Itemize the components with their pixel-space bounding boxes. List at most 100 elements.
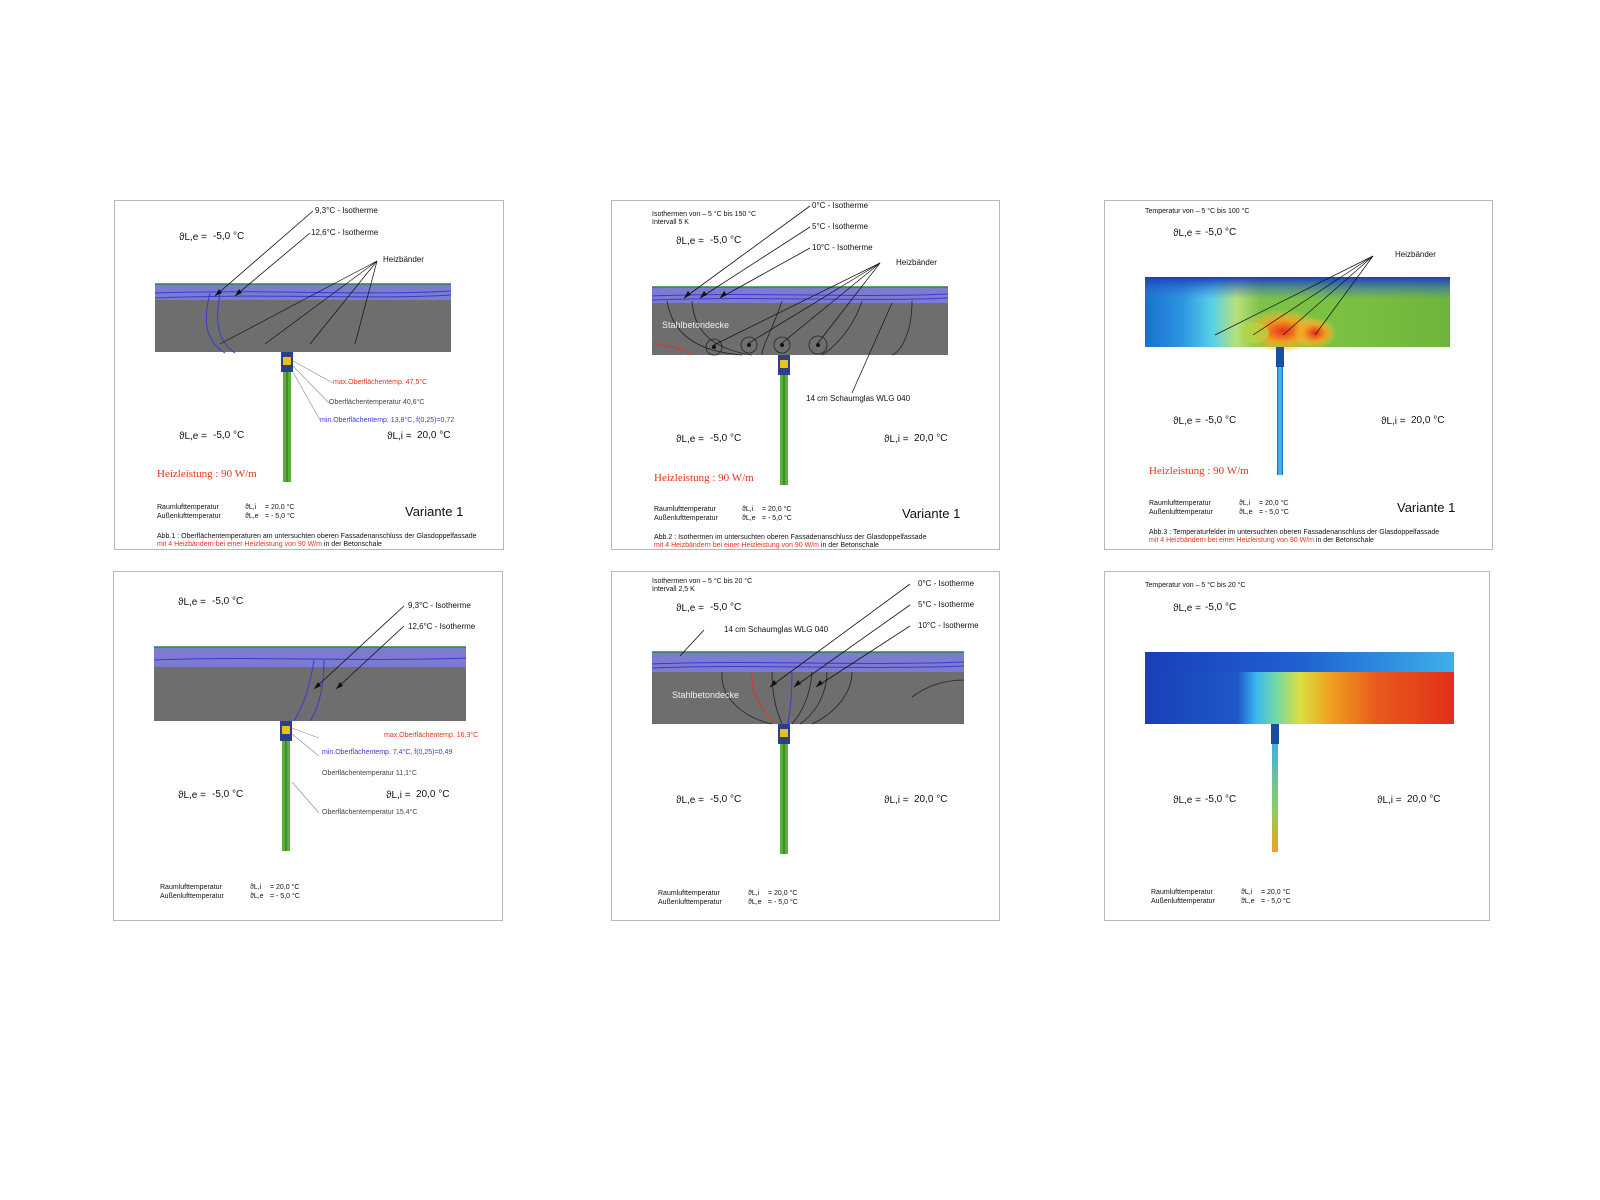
- te-symbol-bottom: ϑL,e =: [1173, 416, 1201, 427]
- caption-black: in der Betonschale: [1313, 537, 1374, 544]
- schaumglas-label: 14 cm Schaumglas WLG 040: [806, 394, 911, 403]
- aussen-val: = - 5,0 °C: [1261, 898, 1291, 905]
- raum-label: Raumlufttemperatur: [160, 884, 222, 891]
- iso-126-label: 12,6°C - Isotherme: [408, 622, 476, 631]
- caption-line2: mit 4 Heizbändern bei einer Heizleistung…: [157, 541, 382, 548]
- surface-temp-label-2: Oberflächentemperatur 15,4°C: [322, 809, 418, 816]
- panel3-drawing: [1145, 255, 1450, 475]
- heizleistung-label: Heizleistung : 90 W/m: [654, 472, 754, 484]
- variante-label: Variante 1: [902, 506, 961, 521]
- stahlbeton-label: Stahlbetondecke: [672, 690, 740, 700]
- raum-sym: ϑL,i: [1241, 889, 1253, 896]
- te-value-bottom: -5,0 °C: [213, 430, 245, 441]
- iso-head2: Intervall 2,5 K: [652, 586, 695, 593]
- te-value-top: -5,0 °C: [212, 596, 244, 607]
- iso-10-label: 10°C - Isotherme: [812, 243, 873, 252]
- insulation-field: [1145, 652, 1454, 672]
- aussen-label: Außenlufttemperatur: [1149, 509, 1213, 516]
- raum-label: Raumlufttemperatur: [658, 890, 720, 897]
- aussen-sym: ϑL,e: [1239, 509, 1253, 516]
- min-temp-label: min.Oberflächentemp. 7,4°C, f(0,25)=0,49: [322, 749, 453, 756]
- te-value-bottom: -5,0 °C: [1205, 415, 1237, 426]
- schaumglas-label: 14 cm Schaumglas WLG 040: [724, 625, 829, 634]
- raum-val: = 20,0 °C: [265, 504, 295, 511]
- ti-value: 20,0 °C: [416, 789, 450, 800]
- heizleistung-label: Heizleistung : 90 W/m: [1149, 465, 1249, 477]
- te-symbol-bottom: ϑL,e =: [179, 431, 207, 442]
- raum-val: = 20,0 °C: [1261, 889, 1291, 896]
- heizbaender-label: Heizbänder: [1395, 250, 1436, 259]
- raum-label: Raumlufttemperatur: [1149, 500, 1211, 507]
- facade-anchor: [1276, 347, 1284, 367]
- caption-red: mit 4 Heizbändern bei einer Heizleistung…: [654, 542, 819, 549]
- ti-value: 20,0 °C: [1411, 415, 1445, 426]
- aussen-label: Außenlufttemperatur: [654, 515, 718, 522]
- aussen-sym: ϑL,e: [245, 513, 259, 520]
- caption-line1: Abb.2 : Isothermen im untersuchten obere…: [654, 534, 927, 541]
- caption-line2: mit 4 Heizbändern bei einer Heizleistung…: [1149, 537, 1374, 544]
- caption-red: mit 4 Heizbändern bei einer Heizleistung…: [1149, 537, 1314, 544]
- te-value-bottom: -5,0 °C: [212, 789, 244, 800]
- concrete-slab: [154, 667, 466, 721]
- panel5-drawing: [651, 583, 965, 854]
- aussen-label: Außenlufttemperatur: [160, 893, 224, 900]
- surface-temp-label: Oberflächentemperatur 40,6°C: [329, 399, 425, 406]
- iso-5-label: 5°C - Isotherme: [918, 600, 975, 609]
- max-temp-label: max.Oberflächentemp. 16,3°C: [384, 732, 479, 739]
- ti-symbol: ϑL,i =: [1381, 416, 1406, 427]
- te-symbol-top: ϑL,e =: [1173, 228, 1201, 239]
- te-value-top: -5,0 °C: [710, 235, 742, 246]
- raum-label: Raumlufttemperatur: [157, 504, 219, 511]
- caption-line2: mit 4 Heizbändern bei einer Heizleistung…: [654, 542, 879, 549]
- iso-126-label: 12,6°C - Isotherme: [311, 228, 379, 237]
- te-symbol-bottom: ϑL,e =: [676, 434, 704, 445]
- stahlbeton-label: Stahlbetondecke: [662, 320, 730, 330]
- panel-surface-temperatures-heated: 9,3°C - Isotherme 12,6°C - Isotherme Hei…: [114, 200, 504, 550]
- panel4-drawing: [153, 605, 467, 851]
- aussen-sym: ϑL,e: [1241, 898, 1255, 905]
- te-symbol-top: ϑL,e =: [1173, 603, 1201, 614]
- glass-facade: [1277, 367, 1283, 475]
- raum-val: = 20,0 °C: [762, 506, 792, 513]
- aussen-val: = - 5,0 °C: [1259, 509, 1289, 516]
- aussen-sym: ϑL,e: [742, 515, 756, 522]
- raum-label: Raumlufttemperatur: [654, 506, 716, 513]
- aussen-val: = - 5,0 °C: [768, 899, 798, 906]
- iso-head1: Isothermen von – 5 °C bis 20 °C: [652, 578, 753, 585]
- te-value-bottom: -5,0 °C: [1205, 794, 1237, 805]
- panel-surface-temperatures-unheated: ϑL,e = -5,0 °C 9,3°C - Isotherme 12,6°C …: [113, 571, 503, 921]
- panel2-drawing: [651, 205, 949, 485]
- te-value-top: -5,0 °C: [213, 231, 245, 242]
- panel-temperature-field-heated: Temperatur von – 5 °C bis 100 °C Heizbän…: [1104, 200, 1493, 550]
- ti-value: 20,0 °C: [914, 433, 948, 444]
- ti-value: 20,0 °C: [914, 794, 948, 805]
- ti-value: 20,0 °C: [1407, 794, 1441, 805]
- te-symbol-top: ϑL,e =: [178, 597, 206, 608]
- aussen-val: = - 5,0 °C: [270, 893, 300, 900]
- aussen-sym: ϑL,e: [250, 893, 264, 900]
- aussen-label: Außenlufttemperatur: [1151, 898, 1215, 905]
- te-value-top: -5,0 °C: [1205, 602, 1237, 613]
- heizbaender-label: Heizbänder: [896, 258, 937, 267]
- insulation-layer: [154, 647, 466, 667]
- te-value-bottom: -5,0 °C: [710, 794, 742, 805]
- temperature-field: [1145, 672, 1454, 724]
- ti-symbol: ϑL,i =: [884, 434, 909, 445]
- iso-head1: Isothermen von – 5 °C bis 150 °C: [652, 211, 757, 218]
- raum-val: = 20,0 °C: [1259, 500, 1289, 507]
- variante-label: Variante 1: [405, 504, 464, 519]
- raum-val: = 20,0 °C: [768, 890, 798, 897]
- raum-sym: ϑL,i: [250, 884, 262, 891]
- te-symbol-top: ϑL,e =: [676, 603, 704, 614]
- iso-10-label: 10°C - Isotherme: [918, 621, 979, 630]
- iso-0-label: 0°C - Isotherme: [918, 579, 975, 588]
- ti-symbol: ϑL,i =: [884, 795, 909, 806]
- raum-val: = 20,0 °C: [270, 884, 300, 891]
- caption-black: in der Betonschale: [818, 542, 879, 549]
- caption-red: mit 4 Heizbändern bei einer Heizleistung…: [157, 541, 322, 548]
- te-symbol-top: ϑL,e =: [676, 236, 704, 247]
- caption-line1: Abb.1 : Oberflächentemperaturen am unter…: [157, 533, 477, 540]
- heizleistung-label: Heizleistung : 90 W/m: [157, 468, 257, 480]
- temp-range-label: Temperatur von – 5 °C bis 100 °C: [1145, 208, 1250, 215]
- te-value-top: -5,0 °C: [1205, 227, 1237, 238]
